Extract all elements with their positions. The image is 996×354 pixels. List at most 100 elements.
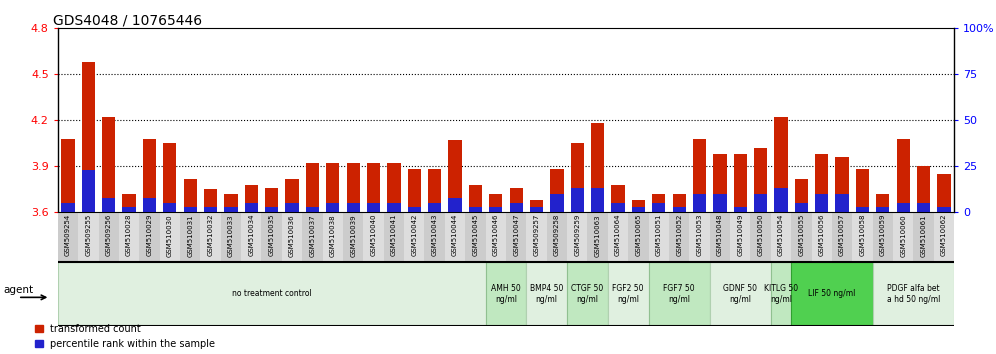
Bar xyxy=(693,139,706,212)
Bar xyxy=(407,207,421,212)
Bar xyxy=(876,207,889,212)
Bar xyxy=(612,185,624,212)
Bar xyxy=(265,207,278,212)
Bar xyxy=(571,143,584,212)
Bar xyxy=(774,188,788,212)
Text: GDNF 50
ng/ml: GDNF 50 ng/ml xyxy=(723,284,757,303)
Text: GSM510029: GSM510029 xyxy=(146,214,152,256)
Bar xyxy=(347,203,360,212)
Bar xyxy=(367,163,380,212)
Bar xyxy=(163,143,176,212)
Bar xyxy=(791,212,812,262)
Bar xyxy=(448,140,462,212)
Bar xyxy=(567,212,588,262)
Bar xyxy=(262,212,282,262)
Bar xyxy=(917,166,930,212)
Bar xyxy=(672,207,686,212)
Bar xyxy=(689,212,710,262)
Bar xyxy=(713,154,726,212)
Bar xyxy=(791,262,872,326)
Bar xyxy=(608,262,648,326)
Bar xyxy=(489,194,502,212)
Text: GSM510036: GSM510036 xyxy=(289,214,295,257)
Text: LIF 50 ng/ml: LIF 50 ng/ml xyxy=(808,289,856,298)
Text: FGF7 50
ng/ml: FGF7 50 ng/ml xyxy=(663,284,695,303)
Text: GSM510038: GSM510038 xyxy=(330,214,336,257)
Text: GSM510045: GSM510045 xyxy=(472,214,478,256)
Bar xyxy=(286,179,299,212)
Bar xyxy=(82,62,95,212)
Bar xyxy=(937,207,950,212)
Bar xyxy=(710,212,730,262)
Bar xyxy=(139,212,159,262)
Bar xyxy=(142,198,156,212)
Text: GSM510064: GSM510064 xyxy=(615,214,622,256)
Bar xyxy=(510,188,523,212)
Bar xyxy=(896,139,910,212)
Text: GSM510041: GSM510041 xyxy=(390,214,397,256)
Bar xyxy=(245,185,258,212)
Text: GSM510048: GSM510048 xyxy=(717,214,723,256)
Bar xyxy=(917,203,930,212)
Bar xyxy=(383,212,404,262)
Text: agent: agent xyxy=(3,285,33,295)
Text: GSM510044: GSM510044 xyxy=(452,214,458,256)
Bar xyxy=(469,185,482,212)
Bar xyxy=(99,212,119,262)
Bar xyxy=(693,194,706,212)
Bar xyxy=(836,157,849,212)
Bar xyxy=(142,139,156,212)
Bar xyxy=(486,212,506,262)
Bar xyxy=(387,203,400,212)
Bar xyxy=(183,207,197,212)
Bar xyxy=(612,203,624,212)
Bar xyxy=(241,212,262,262)
Bar xyxy=(631,200,645,212)
Bar xyxy=(713,194,726,212)
Bar xyxy=(445,212,465,262)
Text: GSM510031: GSM510031 xyxy=(187,214,193,257)
Text: GSM509258: GSM509258 xyxy=(554,214,560,256)
Bar xyxy=(588,212,608,262)
Bar xyxy=(159,212,180,262)
Bar xyxy=(469,207,482,212)
Bar xyxy=(302,212,323,262)
Bar xyxy=(180,212,200,262)
Bar xyxy=(123,194,135,212)
Bar xyxy=(387,163,400,212)
Bar xyxy=(652,194,665,212)
Text: GSM510042: GSM510042 xyxy=(411,214,417,256)
Bar xyxy=(754,194,767,212)
Text: GSM510065: GSM510065 xyxy=(635,214,641,256)
Text: CTGF 50
ng/ml: CTGF 50 ng/ml xyxy=(572,284,604,303)
Bar xyxy=(710,262,771,326)
Bar xyxy=(836,194,849,212)
Text: GSM510047: GSM510047 xyxy=(513,214,519,256)
Bar xyxy=(221,212,241,262)
Bar xyxy=(530,207,543,212)
Text: AMH 50
ng/ml: AMH 50 ng/ml xyxy=(491,284,521,303)
Bar xyxy=(652,203,665,212)
Text: BMP4 50
ng/ml: BMP4 50 ng/ml xyxy=(530,284,564,303)
Text: GSM510050: GSM510050 xyxy=(758,214,764,256)
Bar xyxy=(428,170,441,212)
Bar xyxy=(265,188,278,212)
Bar xyxy=(648,212,669,262)
Bar xyxy=(204,207,217,212)
Bar xyxy=(204,189,217,212)
Bar xyxy=(200,212,221,262)
Text: GSM510034: GSM510034 xyxy=(248,214,254,256)
Bar xyxy=(648,262,710,326)
Text: GSM510057: GSM510057 xyxy=(839,214,846,256)
Text: GSM510032: GSM510032 xyxy=(207,214,213,256)
Bar xyxy=(326,163,340,212)
Bar xyxy=(367,203,380,212)
Bar xyxy=(591,188,605,212)
Bar xyxy=(853,212,872,262)
Bar xyxy=(771,262,791,326)
Bar xyxy=(567,262,608,326)
Bar xyxy=(795,179,808,212)
Bar xyxy=(856,170,870,212)
Bar xyxy=(224,207,238,212)
Bar xyxy=(510,203,523,212)
